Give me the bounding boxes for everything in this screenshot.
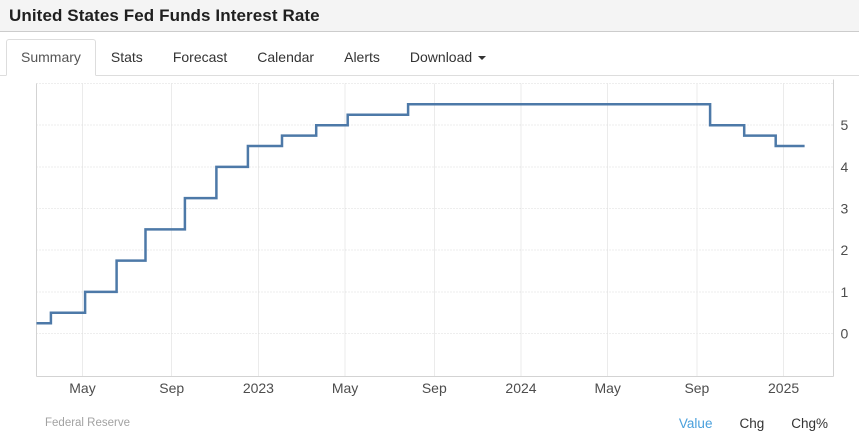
x-axis-tick-label: 2025 (768, 380, 799, 396)
tab-stats[interactable]: Stats (110, 49, 143, 65)
x-axis-tick-label: Sep (684, 380, 709, 396)
tab-download-label: Download (409, 49, 473, 65)
x-axis-tick-label: 2024 (505, 380, 536, 396)
page-header: United States Fed Funds Interest Rate (0, 0, 859, 32)
value-link[interactable]: Value (678, 415, 713, 431)
y-axis-tick-label: 2 (841, 242, 849, 258)
tab-download[interactable]: Download (395, 39, 501, 76)
x-axis-tick-label: May (332, 380, 358, 396)
tab-bar: Summary Stats Forecast Calendar Alerts D… (0, 39, 859, 76)
source-label: Federal Reserve (45, 417, 131, 429)
tab-summary[interactable]: Summary (6, 39, 96, 76)
tab-forecast[interactable]: Forecast (172, 49, 228, 65)
x-axis-tick-label: 2023 (243, 380, 274, 396)
y-axis-tick-label: 3 (841, 201, 849, 217)
x-axis-tick-label: Sep (159, 380, 184, 396)
page-title: United States Fed Funds Interest Rate (9, 6, 320, 25)
chgpct-link[interactable]: Chg% (791, 415, 828, 431)
tab-calendar[interactable]: Calendar (257, 49, 315, 65)
series-line (36, 103, 805, 325)
y-axis-tick-label: 0 (841, 326, 849, 342)
x-axis-tick-label: Sep (422, 380, 447, 396)
chart-footer: Federal Reserve Value Chg Chg% (0, 408, 859, 438)
x-axis-tick-label: May (69, 380, 95, 396)
x-axis-tick-label: May (594, 380, 620, 396)
caret-down-icon (478, 56, 487, 61)
tab-alerts[interactable]: Alerts (344, 49, 380, 65)
y-axis-tick-label: 1 (841, 284, 849, 300)
footer-links: Value Chg Chg% (679, 416, 828, 431)
chg-link[interactable]: Chg (739, 415, 765, 431)
chart-panel: May Sep 2023 May Sep 2024 May Sep 2025 0 1 2 3 4 5 (0, 76, 859, 406)
y-axis-tick-label: 4 (841, 159, 849, 175)
y-axis-tick-label: 5 (841, 117, 849, 133)
fed-funds-step-chart: May Sep 2023 May Sep 2024 May Sep 2025 0 1 2 3 4 5 (36, 79, 849, 396)
